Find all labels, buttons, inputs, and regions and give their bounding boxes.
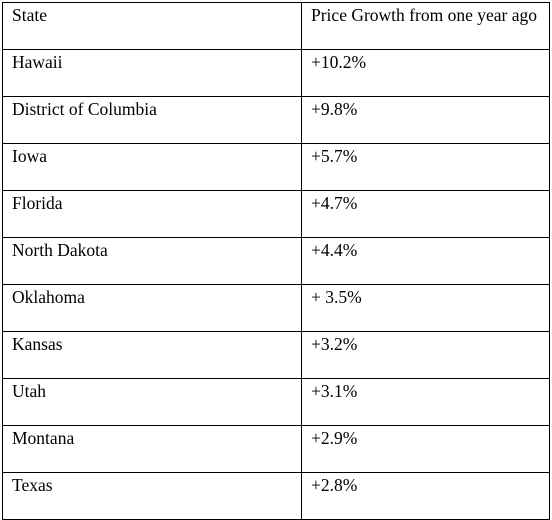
table-row: Oklahoma + 3.5% bbox=[2, 284, 550, 332]
table-row: Texas +2.8% bbox=[2, 472, 550, 520]
price-growth-cell: +10.2% bbox=[301, 49, 550, 97]
state-cell: Texas bbox=[2, 472, 302, 520]
table-row: Montana +2.9% bbox=[2, 425, 550, 473]
state-cell: Iowa bbox=[2, 143, 302, 191]
price-growth-cell: + 3.5% bbox=[301, 284, 550, 332]
state-cell: Kansas bbox=[2, 331, 302, 379]
state-cell: Oklahoma bbox=[2, 284, 302, 332]
state-cell: Utah bbox=[2, 378, 302, 426]
table-row: Hawaii +10.2% bbox=[2, 49, 550, 97]
state-cell: Florida bbox=[2, 190, 302, 238]
table-row: Kansas +3.2% bbox=[2, 331, 550, 379]
price-growth-cell: +3.2% bbox=[301, 331, 550, 379]
price-growth-cell: +5.7% bbox=[301, 143, 550, 191]
table-row: District of Columbia +9.8% bbox=[2, 96, 550, 144]
price-growth-cell: +2.8% bbox=[301, 472, 550, 520]
column-header-state: State bbox=[2, 2, 302, 50]
state-cell: District of Columbia bbox=[2, 96, 302, 144]
price-growth-cell: +2.9% bbox=[301, 425, 550, 473]
price-growth-cell: +9.8% bbox=[301, 96, 550, 144]
column-header-price-growth: Price Growth from one year ago bbox=[301, 2, 550, 50]
price-growth-cell: +4.7% bbox=[301, 190, 550, 238]
table-row: Iowa +5.7% bbox=[2, 143, 550, 191]
state-cell: Montana bbox=[2, 425, 302, 473]
state-cell: Hawaii bbox=[2, 49, 302, 97]
table-header-row: State Price Growth from one year ago bbox=[2, 2, 550, 50]
table-row: Florida +4.7% bbox=[2, 190, 550, 238]
price-growth-cell: +4.4% bbox=[301, 237, 550, 285]
table-row: North Dakota +4.4% bbox=[2, 237, 550, 285]
table-row: Utah +3.1% bbox=[2, 378, 550, 426]
price-growth-cell: +3.1% bbox=[301, 378, 550, 426]
state-cell: North Dakota bbox=[2, 237, 302, 285]
